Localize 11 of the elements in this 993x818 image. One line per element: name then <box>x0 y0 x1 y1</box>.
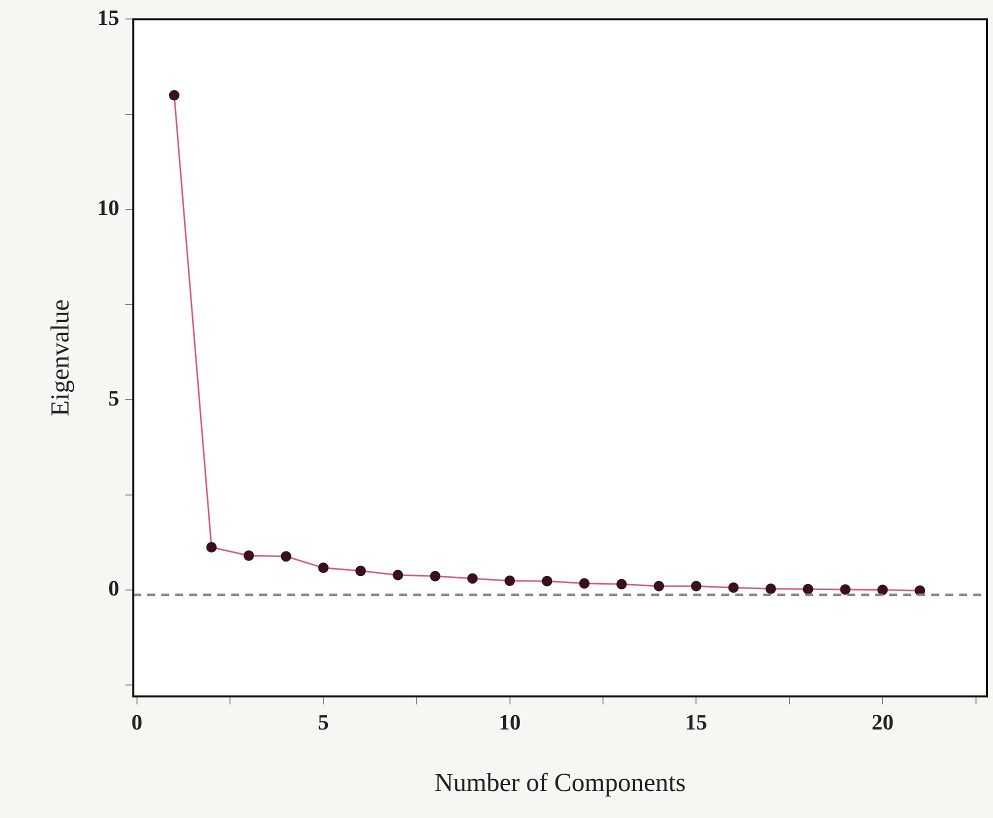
y-tick-label: 10 <box>97 195 120 220</box>
y-axis-title: Eigenvalue <box>45 299 74 416</box>
x-tick-label: 10 <box>498 709 521 734</box>
x-tick-label: 20 <box>872 709 894 734</box>
x-axis-title: Number of Components <box>434 768 686 798</box>
x-tick-label: 5 <box>318 709 329 734</box>
y-tick-label: 15 <box>97 4 120 30</box>
y-tick-label: 5 <box>108 385 120 410</box>
y-tick-label: 0 <box>108 576 120 601</box>
x-tick-label: 0 <box>131 709 142 734</box>
x-tick-label: 15 <box>685 709 708 734</box>
